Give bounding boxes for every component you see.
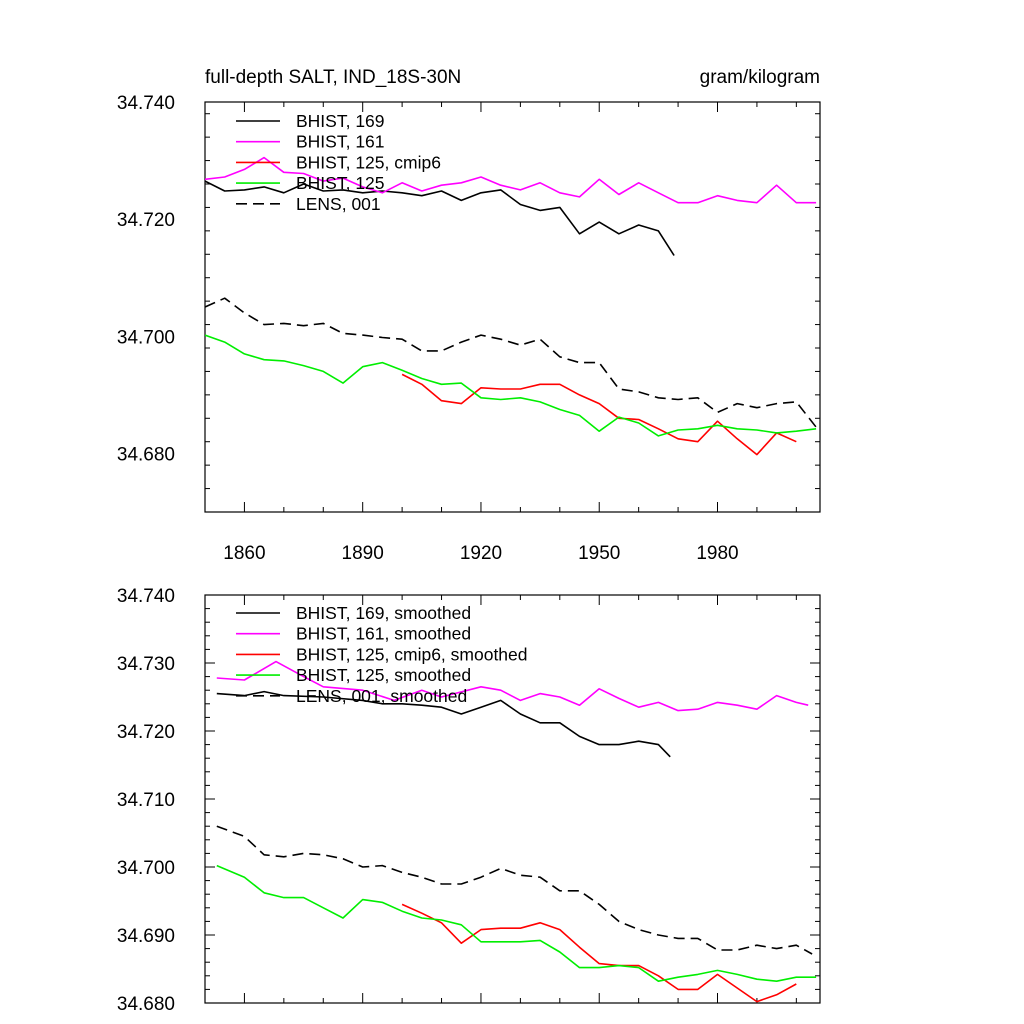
- y-tick-label: 34.720: [117, 210, 175, 231]
- y-tick-label: 34.700: [117, 327, 175, 348]
- y-tick-label: 34.740: [117, 586, 175, 607]
- x-tick-label: 1860: [223, 543, 265, 564]
- x-tick-label: 1950: [578, 543, 620, 564]
- y-tick-label: 34.720: [117, 722, 175, 743]
- legend-entry: BHIST, 125, smoothed: [296, 665, 471, 685]
- y-tick-label: 34.680: [117, 994, 175, 1015]
- legend-entry: LENS, 001: [296, 194, 381, 214]
- legend-entry: BHIST, 125, cmip6, smoothed: [296, 644, 528, 664]
- legend-entry: BHIST, 161: [296, 132, 385, 152]
- series-line-bhist-161: [216, 660, 809, 712]
- chart-units: gram/kilogram: [700, 67, 820, 88]
- y-tick-label: 34.730: [117, 654, 175, 675]
- series-line-bhist-161: [205, 156, 817, 204]
- series-line-bhist-125: [216, 864, 817, 982]
- series-line-lens-001: [216, 825, 813, 955]
- x-tick-label: 1890: [342, 543, 384, 564]
- legend-entry: BHIST, 169, smoothed: [296, 603, 471, 623]
- series-line-bhist-125-cmip6: [401, 373, 797, 456]
- legend-entry: BHIST, 169: [296, 111, 385, 131]
- series-line-bhist-125: [205, 334, 817, 437]
- top-panel: 34.680 34.700 34.720 34.740 1860 1890 1920 1950…: [117, 93, 821, 564]
- series-line-bhist-125-cmip6: [401, 903, 797, 1003]
- y-tick-label: 34.700: [117, 858, 175, 879]
- chart-title: full-depth SALT, IND_18S-30N: [205, 67, 461, 88]
- y-tick-label: 34.740: [117, 93, 175, 114]
- legend-entry: BHIST, 161, smoothed: [296, 624, 471, 644]
- legend-entry: BHIST, 125, cmip6: [296, 152, 441, 172]
- bottom-panel: 34.680 34.690 34.700 34.710 34.720 34.730 34.7…: [117, 586, 821, 1015]
- x-tick-label: 1920: [460, 543, 502, 564]
- series-line-lens-001: [205, 297, 817, 428]
- x-tick-label: 1980: [696, 543, 738, 564]
- y-tick-label: 34.710: [117, 790, 175, 811]
- y-tick-label: 34.690: [117, 926, 175, 947]
- legend-entry: LENS, 001, smoothed: [296, 686, 467, 706]
- y-tick-label: 34.680: [117, 444, 175, 465]
- series-line-bhist-169: [216, 690, 671, 758]
- series-line-bhist-169: [205, 180, 675, 256]
- legend-entry: BHIST, 125: [296, 173, 385, 193]
